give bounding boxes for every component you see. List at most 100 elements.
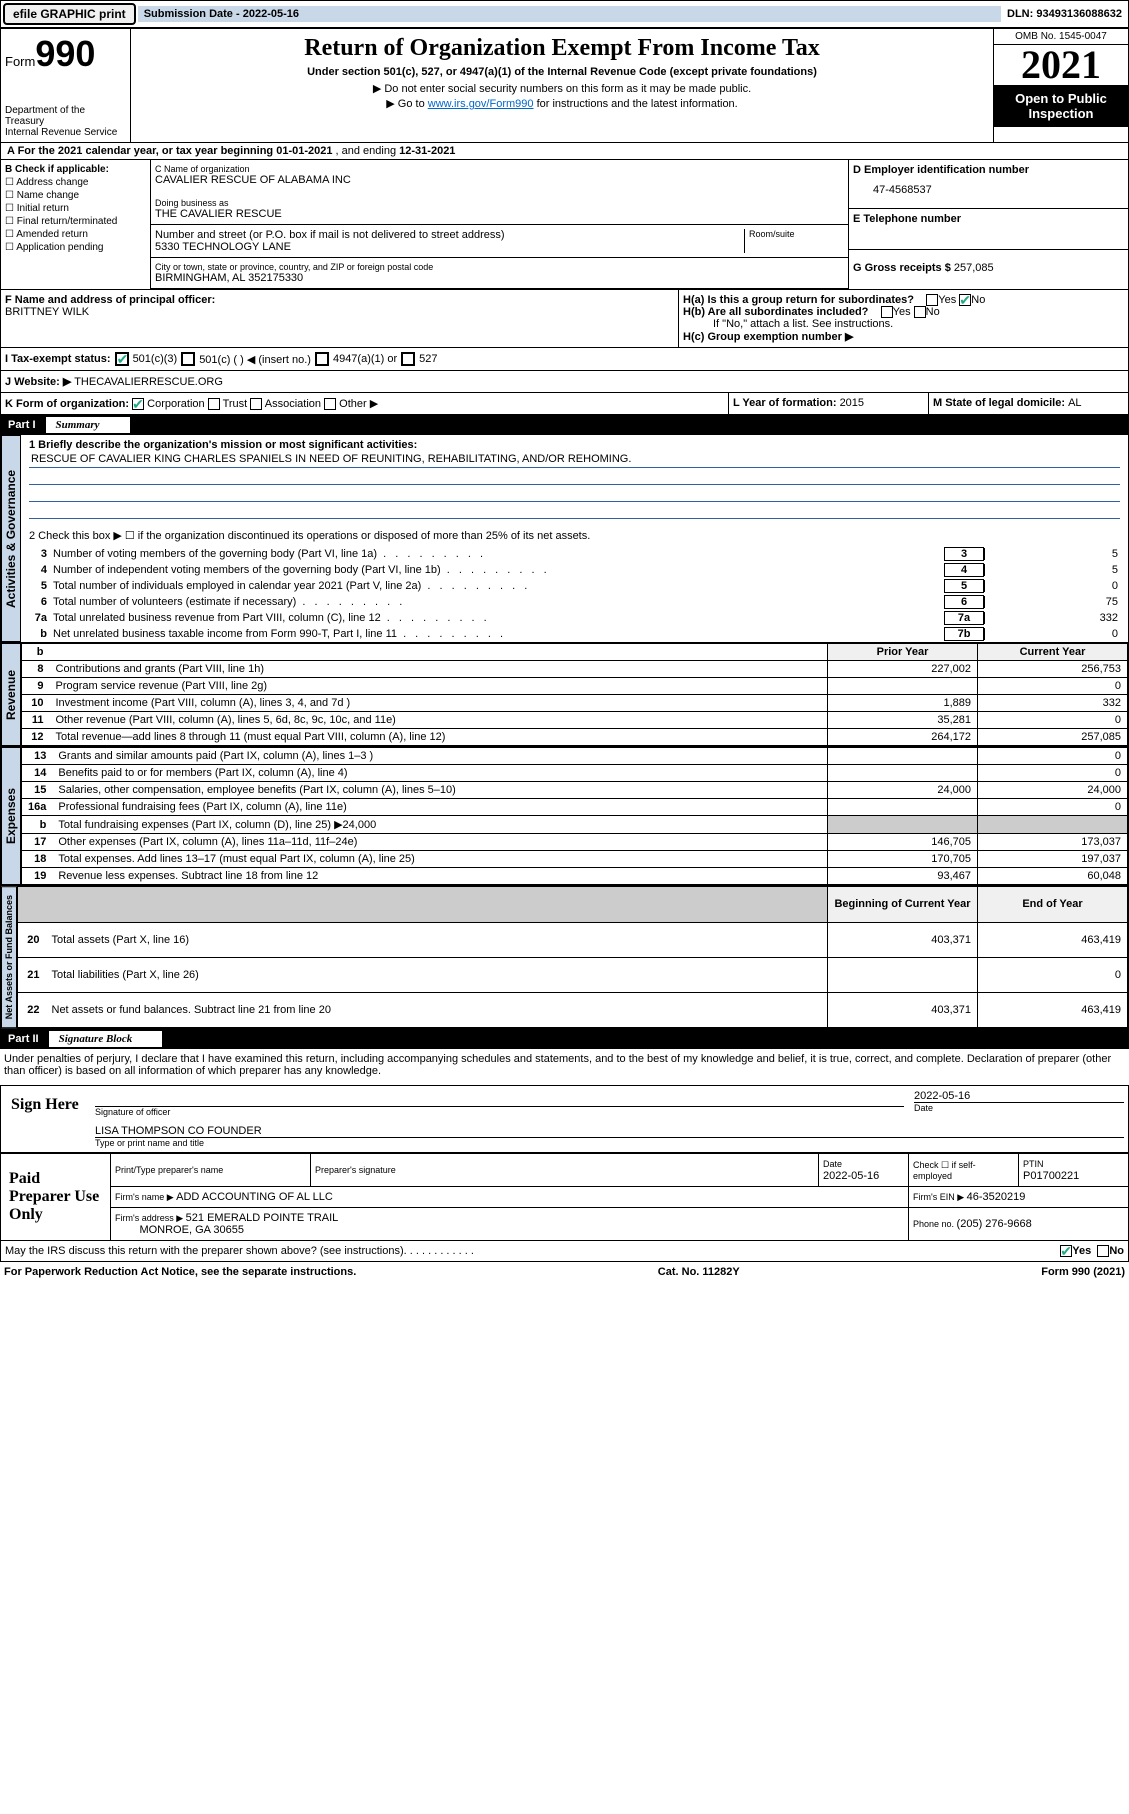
title-cell: Return of Organization Exempt From Incom… bbox=[131, 29, 993, 142]
col-right: D Employer identification number 47-4568… bbox=[848, 160, 1128, 289]
year-cell: OMB No. 1545-0047 2021 Open to Public In… bbox=[993, 29, 1128, 142]
part2-label: Part II bbox=[8, 1033, 39, 1045]
row-klm: K Form of organization: Corporation Trus… bbox=[0, 393, 1129, 415]
firm-name: ADD ACCOUNTING OF AL LLC bbox=[176, 1191, 333, 1203]
open-public: Open to Public Inspection bbox=[994, 85, 1128, 127]
section-a: A For the 2021 calendar year, or tax yea… bbox=[0, 143, 1129, 160]
chk-address[interactable]: ☐ Address change bbox=[5, 177, 146, 188]
discuss-no[interactable] bbox=[1097, 1245, 1109, 1257]
d-label: D Employer identification number bbox=[853, 164, 1029, 176]
sig-date-val: 2022-05-16 bbox=[914, 1090, 1124, 1102]
firm-ein: 46-3520219 bbox=[967, 1191, 1026, 1203]
discuss-yes[interactable] bbox=[1060, 1245, 1072, 1257]
discuss-row: May the IRS discuss this return with the… bbox=[0, 1241, 1129, 1262]
chk-trust[interactable] bbox=[208, 398, 220, 410]
governance-content: 1 Briefly describe the organization's mi… bbox=[21, 435, 1128, 642]
website-url: THECAVALIERRESCUE.ORG bbox=[74, 376, 223, 388]
chk-501c[interactable] bbox=[181, 352, 195, 366]
table-row: 15Salaries, other compensation, employee… bbox=[22, 782, 1128, 799]
part1-body: Activities & Governance 1 Briefly descri… bbox=[0, 435, 1129, 643]
chk-corp[interactable] bbox=[132, 398, 144, 410]
discuss-text: May the IRS discuss this return with the… bbox=[5, 1245, 404, 1257]
signer-name: LISA THOMPSON CO FOUNDER bbox=[95, 1125, 1124, 1137]
table-row: 17Other expenses (Part IX, column (A), l… bbox=[22, 834, 1128, 851]
revenue-table: bPrior YearCurrent Year 8Contributions a… bbox=[21, 643, 1128, 746]
sign-here-label: Sign Here bbox=[1, 1086, 91, 1152]
vtab-revenue: Revenue bbox=[1, 643, 21, 746]
firm-addr2: MONROE, GA 30655 bbox=[139, 1224, 244, 1236]
mission-line bbox=[29, 504, 1120, 519]
dba-label: Doing business as bbox=[155, 198, 844, 208]
vtab-governance: Activities & Governance bbox=[1, 435, 21, 642]
chk-pending[interactable]: ☐ Application pending bbox=[5, 242, 146, 253]
instr-link: ▶ Go to www.irs.gov/Form990 for instruct… bbox=[137, 97, 987, 110]
h-note: If "No," attach a list. See instructions… bbox=[683, 318, 1124, 330]
footer-cat: Cat. No. 11282Y bbox=[658, 1266, 740, 1278]
hb-no[interactable] bbox=[914, 306, 926, 318]
city-block: City or town, state or province, country… bbox=[151, 258, 848, 289]
mission-line bbox=[29, 470, 1120, 485]
phone-block: E Telephone number bbox=[849, 209, 1128, 250]
gross-receipts: G Gross receipts $ 257,085 bbox=[849, 250, 1128, 286]
dln: DLN: 93493136088632 bbox=[1001, 6, 1128, 22]
table-row: 8Contributions and grants (Part VIII, li… bbox=[22, 661, 1128, 678]
prep-h1: Print/Type preparer's name bbox=[115, 1165, 223, 1175]
org-name-block: C Name of organization CAVALIER RESCUE O… bbox=[151, 160, 848, 225]
efile-print-button[interactable]: efile GRAPHIC print bbox=[3, 3, 136, 25]
f-label: F Name and address of principal officer: bbox=[5, 294, 215, 306]
part1-label: Part I bbox=[8, 419, 36, 431]
sig-date-line: Date bbox=[914, 1102, 1124, 1113]
gov-row: 4Number of independent voting members of… bbox=[21, 562, 1128, 578]
ha-no[interactable] bbox=[959, 294, 971, 306]
table-row: 9Program service revenue (Part VIII, lin… bbox=[22, 678, 1128, 695]
org-name: CAVALIER RESCUE OF ALABAMA INC bbox=[155, 174, 844, 186]
preparer-table: Paid Preparer Use Only Print/Type prepar… bbox=[0, 1153, 1129, 1241]
f-officer: F Name and address of principal officer:… bbox=[1, 290, 678, 347]
table-row: 21Total liabilities (Part X, line 26)0 bbox=[18, 957, 1128, 992]
mission-line bbox=[29, 487, 1120, 502]
prep-h2: Preparer's signature bbox=[315, 1165, 396, 1175]
chk-assoc[interactable] bbox=[250, 398, 262, 410]
part2-header: Part II Signature Block bbox=[0, 1029, 1129, 1049]
chk-other[interactable] bbox=[324, 398, 336, 410]
part1-title: Summary bbox=[46, 417, 130, 433]
table-row: 20Total assets (Part X, line 16)403,3714… bbox=[18, 922, 1128, 957]
q2-label: 2 Check this box ▶ ☐ if the organization… bbox=[29, 529, 1120, 542]
chk-501c3[interactable] bbox=[115, 352, 129, 366]
chk-final[interactable]: ☐ Final return/terminated bbox=[5, 216, 146, 227]
ha-row: H(a) Is this a group return for subordin… bbox=[683, 294, 1124, 306]
hdr-end: End of Year bbox=[978, 887, 1128, 922]
addr-label: Number and street (or P.O. box if mail i… bbox=[155, 229, 744, 241]
hb-yes[interactable] bbox=[881, 306, 893, 318]
col-b: B Check if applicable: ☐ Address change … bbox=[1, 160, 151, 289]
hc-row: H(c) Group exemption number ▶ bbox=[683, 330, 1124, 343]
chk-amended[interactable]: ☐ Amended return bbox=[5, 229, 146, 240]
i-label: I Tax-exempt status: bbox=[5, 353, 111, 365]
top-bar: efile GRAPHIC print Submission Date - 20… bbox=[0, 0, 1129, 28]
expenses-table: 13Grants and similar amounts paid (Part … bbox=[21, 747, 1128, 885]
irs-link[interactable]: www.irs.gov/Form990 bbox=[428, 98, 534, 110]
row-j-website: J Website: ▶ THECAVALIERRESCUE.ORG bbox=[0, 371, 1129, 393]
gov-row: 5Total number of individuals employed in… bbox=[21, 578, 1128, 594]
table-row: 19Revenue less expenses. Subtract line 1… bbox=[22, 868, 1128, 885]
table-row: 22Net assets or fund balances. Subtract … bbox=[18, 993, 1128, 1028]
room-label: Room/suite bbox=[744, 229, 844, 253]
firm-phone: (205) 276-9668 bbox=[957, 1218, 1032, 1230]
netassets-table: Beginning of Current YearEnd of Year 20T… bbox=[17, 886, 1128, 1028]
chk-4947[interactable] bbox=[315, 352, 329, 366]
hdr-prior: Prior Year bbox=[828, 644, 978, 661]
form-prefix: Form bbox=[5, 54, 35, 69]
part2-title: Signature Block bbox=[49, 1031, 163, 1047]
chk-name[interactable]: ☐ Name change bbox=[5, 190, 146, 201]
dba-name: THE CAVALIER RESCUE bbox=[155, 208, 844, 220]
ha-yes[interactable] bbox=[926, 294, 938, 306]
chk-initial[interactable]: ☐ Initial return bbox=[5, 203, 146, 214]
chk-527[interactable] bbox=[401, 352, 415, 366]
addr-block: Number and street (or P.O. box if mail i… bbox=[151, 225, 848, 258]
gov-row: 7aTotal unrelated business revenue from … bbox=[21, 610, 1128, 626]
table-row: 14Benefits paid to or for members (Part … bbox=[22, 765, 1128, 782]
instr-ssn: ▶ Do not enter social security numbers o… bbox=[137, 82, 987, 95]
e-label: E Telephone number bbox=[853, 213, 961, 225]
sig-officer-line: Signature of officer bbox=[95, 1106, 904, 1117]
officer-name: BRITTNEY WILK bbox=[5, 306, 89, 318]
